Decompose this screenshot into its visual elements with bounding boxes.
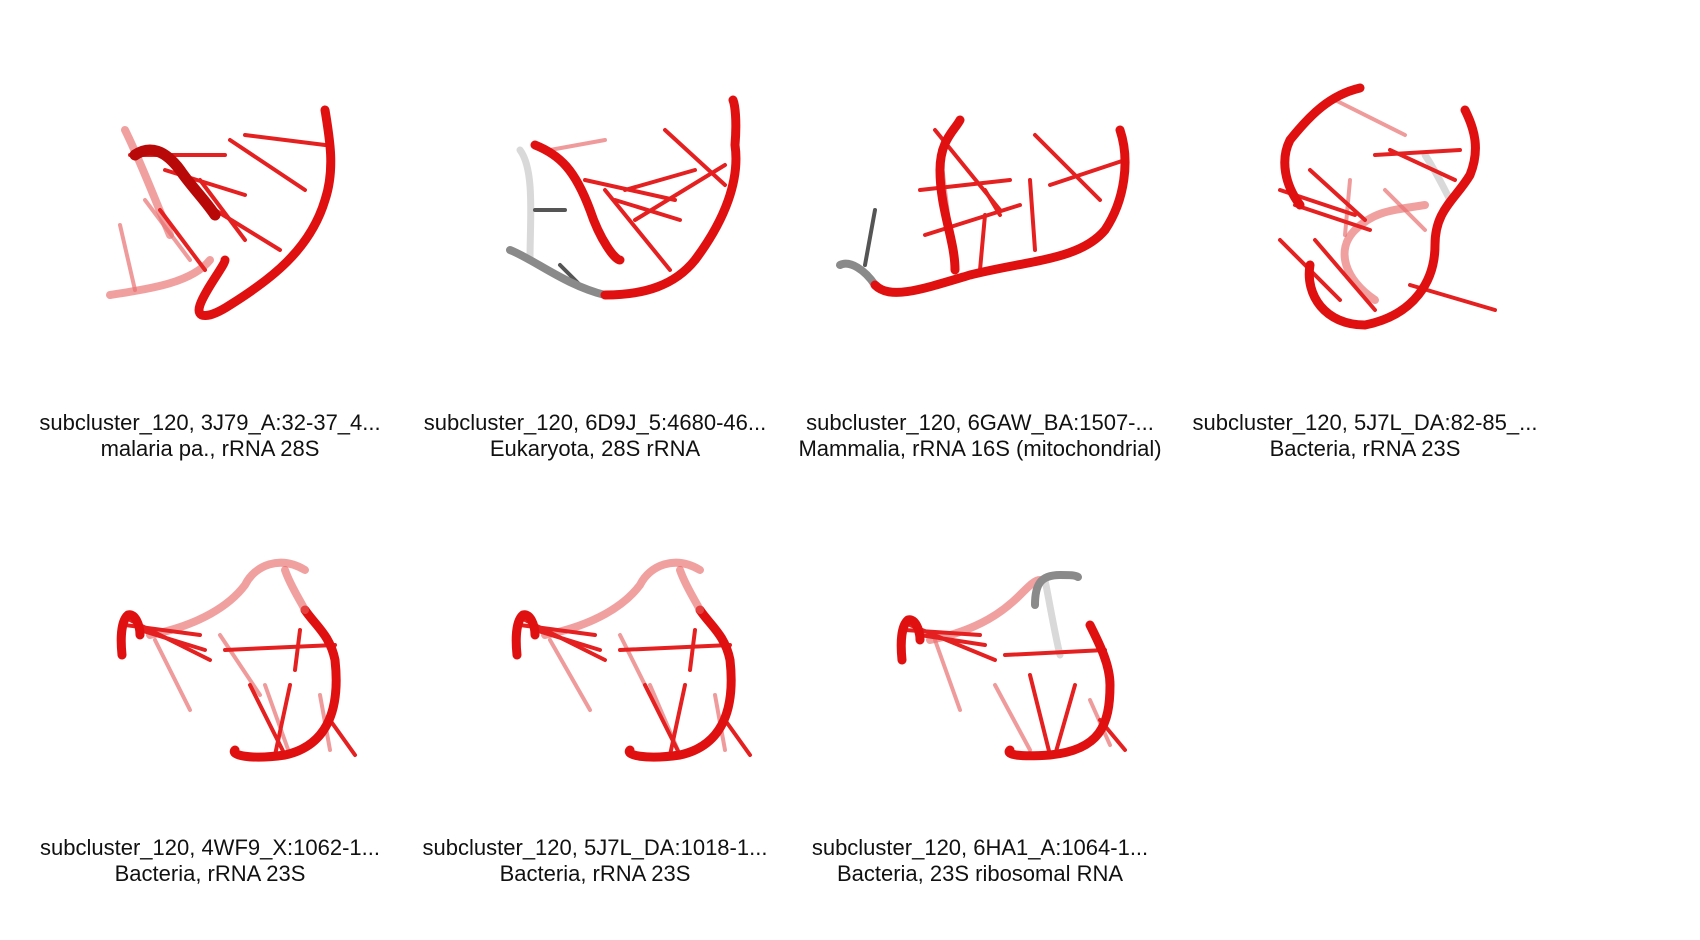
structure-subtitle: malaria pa., rRNA 28S: [100, 436, 320, 461]
structure-subtitle: Eukaryota, 28S rRNA: [489, 436, 701, 461]
structure-caption: subcluster_120, 6D9J_5:4680-46... Eukary…: [385, 410, 805, 462]
structure-tile-4[interactable]: subcluster_120, 5J7L_DA:82-85_... Bacter…: [1155, 0, 1575, 470]
rna-structure-image: [116, 558, 357, 762]
rna-structure-image: [506, 95, 741, 300]
structure-title: subcluster_120, 5J7L_DA:1018-1...: [422, 835, 768, 860]
structure-tile-6[interactable]: subcluster_120, 5J7L_DA:1018-1... Bacter…: [385, 425, 805, 895]
structure-caption: subcluster_120, 5J7L_DA:82-85_... Bacter…: [1155, 410, 1575, 462]
rna-structure-image: [836, 115, 1130, 297]
structure-title: subcluster_120, 4WF9_X:1062-1...: [40, 835, 380, 860]
rna-structure-image: [896, 571, 1127, 761]
rna-structure-image: [106, 105, 336, 320]
structure-title: subcluster_120, 6HA1_A:1064-1...: [811, 835, 1149, 860]
structure-tile-3[interactable]: subcluster_120, 6GAW_BA:1507-... Mammali…: [770, 0, 1190, 470]
structure-subtitle: Bacteria, rRNA 23S: [114, 861, 306, 886]
rna-structure-image: [1278, 83, 1497, 330]
structure-subtitle: Bacteria, rRNA 23S: [499, 861, 691, 886]
structure-caption: subcluster_120, 3J79_A:32-37_4... malari…: [0, 410, 420, 462]
structure-tile-2[interactable]: subcluster_120, 6D9J_5:4680-46... Eukary…: [385, 0, 805, 470]
structure-tile-1[interactable]: subcluster_120, 3J79_A:32-37_4... malari…: [0, 0, 420, 470]
structure-subtitle: Bacteria, 23S ribosomal RNA: [836, 861, 1124, 886]
structure-tile-5[interactable]: subcluster_120, 4WF9_X:1062-1... Bacteri…: [0, 425, 420, 895]
structure-title: subcluster_120, 5J7L_DA:82-85_...: [1192, 410, 1538, 435]
structure-title: subcluster_120, 3J79_A:32-37_4...: [39, 410, 381, 435]
structure-subtitle: Mammalia, rRNA 16S (mitochondrial): [798, 436, 1162, 461]
structure-tile-7[interactable]: subcluster_120, 6HA1_A:1064-1... Bacteri…: [770, 425, 1190, 895]
structure-caption: subcluster_120, 4WF9_X:1062-1... Bacteri…: [0, 835, 420, 887]
structure-caption: subcluster_120, 6GAW_BA:1507-... Mammali…: [770, 410, 1190, 462]
structure-subtitle: Bacteria, rRNA 23S: [1269, 436, 1461, 461]
structure-title: subcluster_120, 6GAW_BA:1507-...: [806, 410, 1154, 435]
structure-title: subcluster_120, 6D9J_5:4680-46...: [423, 410, 767, 435]
rna-structure-image: [511, 558, 752, 762]
structure-caption: subcluster_120, 6HA1_A:1064-1... Bacteri…: [770, 835, 1190, 887]
structure-caption: subcluster_120, 5J7L_DA:1018-1... Bacter…: [385, 835, 805, 887]
